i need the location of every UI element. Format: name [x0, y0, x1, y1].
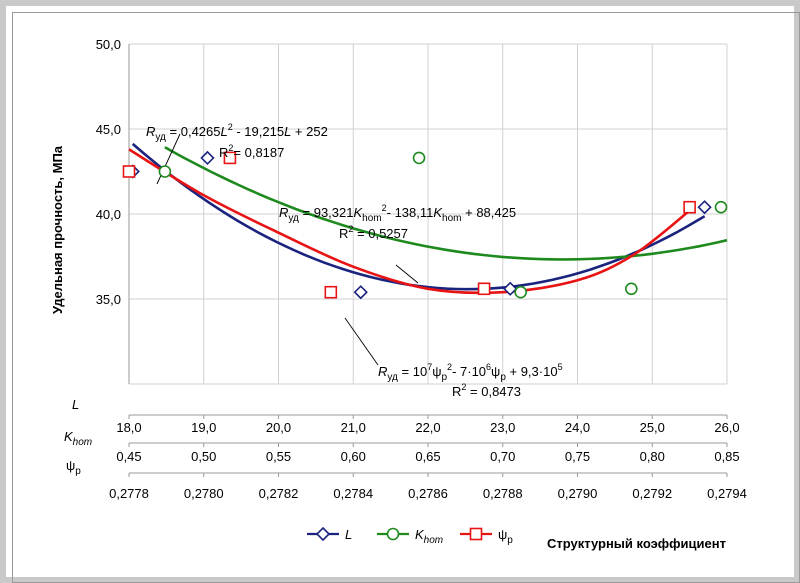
x-tick-label-P: 0,2792	[632, 486, 672, 501]
trend-line-K	[164, 146, 728, 261]
data-points	[122, 150, 728, 300]
x-axis-name-L: L	[72, 397, 79, 412]
x-tick-label-L: 24,0	[565, 420, 590, 435]
x-tick-label-K: 0,70	[490, 449, 515, 464]
x-tick-label-P: 0,2794	[707, 486, 747, 501]
x-tick-label-P: 0,2786	[408, 486, 448, 501]
r-squared-P: R2 = 0,8473	[452, 382, 521, 399]
data-point-L	[353, 285, 368, 300]
x-tick-label-P: 0,2782	[259, 486, 299, 501]
data-point-K	[158, 165, 172, 178]
data-point-P	[122, 165, 136, 178]
x-axes: 18,0 19,0 20,0 21,0 22,0 23,0 24,0 25,0 26,0 0,45…	[64, 397, 747, 501]
trend-line-P	[128, 148, 691, 295]
annotation-leader-lines	[156, 133, 419, 366]
data-point-K	[514, 285, 527, 299]
x-tick-label-L: 25,0	[640, 420, 665, 435]
legend-label-P: ψр	[498, 527, 513, 546]
x-tick-label-L: 22,0	[415, 420, 440, 435]
x-tick-label-L: 18,0	[116, 420, 141, 435]
x-tick-label-K: 0,55	[266, 449, 291, 464]
data-point-L	[697, 200, 712, 215]
legend-marker-L	[315, 526, 331, 542]
equation-K: Rуд = 93,321Khom2- 138,11Khom + 88,425	[279, 203, 516, 224]
legend-label-L: L	[345, 527, 352, 542]
x-tick-label-P: 0,2784	[333, 486, 373, 501]
x-tick-label-P: 0,2778	[109, 486, 149, 501]
y-tick-label: 40,0	[96, 207, 121, 222]
x-tick-label-K: 0,80	[640, 449, 665, 464]
x-tick-label-K: 0,50	[191, 449, 216, 464]
x-tick-label-L: 23,0	[490, 420, 515, 435]
legend-marker-K	[386, 527, 400, 541]
x-axis-name-P: ψр	[66, 458, 81, 477]
x-axis-name-K: Khom	[64, 429, 92, 448]
equation-P: Rуд = 107ψр2- 7·106ψр + 9,3·105	[378, 362, 563, 383]
data-point-P	[324, 285, 338, 299]
trend-lines	[128, 142, 728, 295]
x-tick-label-P: 0,2790	[558, 486, 598, 501]
r-squared-K: R2 = 0,5257	[339, 224, 408, 241]
data-point-K	[714, 200, 728, 214]
data-point-P	[683, 200, 696, 214]
y-axis-ticks: 50,0 45,0 40,0 35,0	[96, 37, 121, 307]
data-point-K	[625, 282, 638, 296]
y-tick-label: 50,0	[96, 37, 121, 52]
data-point-P	[223, 151, 237, 165]
y-tick-label: 35,0	[96, 292, 121, 307]
r-squared-L: R2= 0,8187	[219, 143, 284, 160]
data-point-P	[477, 282, 491, 296]
leader-line-P	[344, 317, 379, 366]
x-tick-label-P: 0,2780	[184, 486, 224, 501]
x-tick-label-K: 0,85	[714, 449, 739, 464]
data-point-L	[200, 150, 215, 166]
data-point-L	[503, 281, 518, 296]
x-tick-label-K: 0,45	[116, 449, 141, 464]
x-tick-label-P: 0,2788	[483, 486, 523, 501]
x-tick-label-L: 19,0	[191, 420, 216, 435]
x-tick-label-K: 0,60	[341, 449, 366, 464]
x-axis-label: Структурный коэффициент	[547, 536, 726, 551]
x-tick-label-L: 26,0	[714, 420, 739, 435]
equation-L: Rуд = 0,4265L2 - 19,215L + 252	[146, 122, 328, 143]
leader-line-K	[395, 264, 419, 284]
data-point-K	[412, 151, 426, 165]
y-tick-label: 45,0	[96, 122, 121, 137]
x-tick-label-L: 21,0	[341, 420, 366, 435]
x-tick-label-K: 0,75	[565, 449, 590, 464]
x-tick-label-L: 20,0	[266, 420, 291, 435]
legend-label-K: Khom	[415, 527, 443, 546]
legend: L Khom ψр	[307, 526, 513, 546]
legend-marker-P	[469, 527, 483, 541]
y-axis-label: Удельная прочность, МПа	[50, 145, 65, 314]
x-tick-label-K: 0,65	[415, 449, 440, 464]
